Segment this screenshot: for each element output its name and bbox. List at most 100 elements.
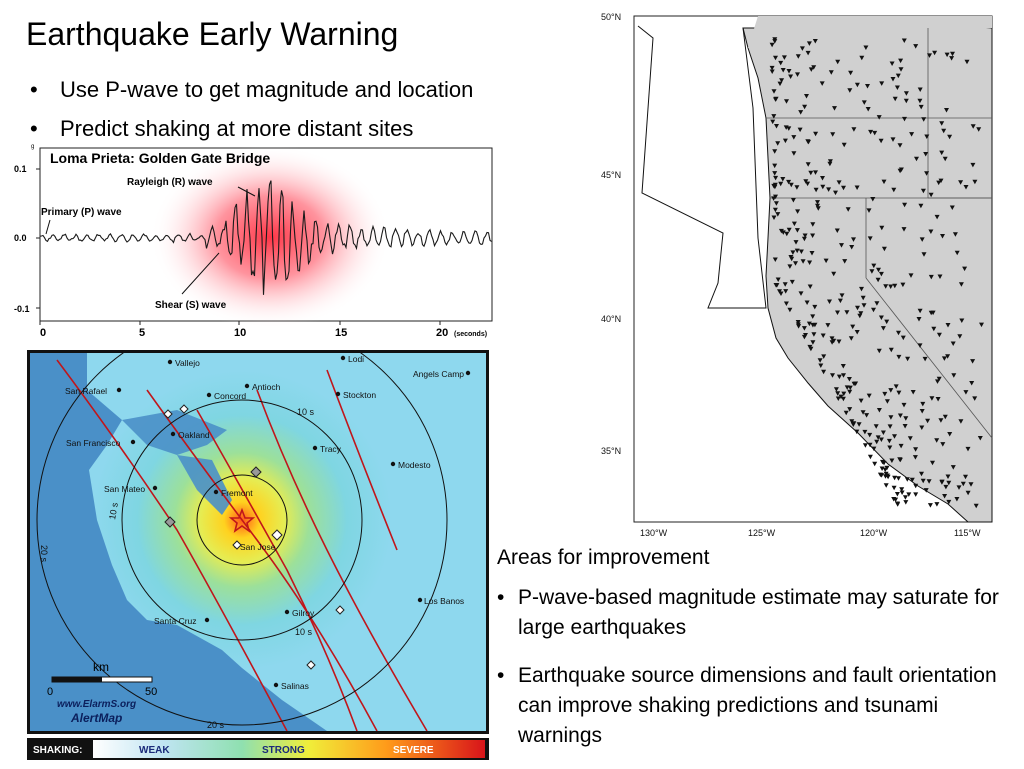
station-triangle-icon — [884, 399, 890, 404]
station-triangle-icon — [782, 138, 788, 144]
station-triangle-icon — [884, 473, 890, 478]
improvement-item: • Earthquake source dimensions and fault … — [497, 664, 997, 747]
station-triangle-icon — [876, 348, 882, 354]
station-triangle-icon — [868, 129, 874, 135]
station-triangle-icon — [899, 487, 905, 492]
y-tick: 0.1 — [14, 164, 27, 174]
station-triangle-icon — [811, 332, 817, 337]
station-triangle-icon — [913, 492, 919, 497]
station-triangle-icon — [940, 234, 945, 239]
city-label: Oakland — [178, 430, 210, 440]
station-triangle-icon — [894, 501, 900, 506]
station-triangle-icon — [867, 442, 873, 448]
station-triangle-icon — [837, 298, 843, 304]
station-triangle-icon — [839, 293, 845, 298]
station-triangle-icon — [893, 497, 899, 503]
city-label: Tracy — [320, 444, 342, 454]
station-triangle-icon — [894, 85, 900, 90]
station-triangle-icon — [828, 70, 834, 75]
station-triangle-icon — [919, 471, 924, 477]
ring-label: 10 s — [297, 407, 315, 417]
station-triangle-icon — [946, 480, 952, 486]
station-triangle-icon — [836, 374, 842, 380]
station-triangle-icon — [854, 330, 860, 335]
station-triangle-icon — [865, 84, 870, 89]
station-triangle-icon — [898, 67, 904, 72]
station-triangle-icon — [808, 170, 814, 176]
station-triangle-icon — [795, 209, 801, 214]
station-triangle-icon — [940, 442, 946, 447]
station-triangle-icon — [858, 398, 864, 404]
station-triangle-icon — [780, 230, 786, 235]
station-triangle-icon — [892, 96, 898, 102]
station-triangle-icon — [963, 185, 969, 190]
station-triangle-icon — [943, 484, 949, 490]
station-triangle-icon — [894, 492, 900, 497]
station-triangle-icon — [833, 387, 839, 392]
station-triangle-icon — [869, 269, 875, 274]
station-triangle-icon — [851, 381, 857, 387]
station-triangle-icon — [927, 53, 932, 58]
station-triangle-icon — [950, 51, 955, 57]
station-triangle-icon — [801, 236, 807, 242]
station-triangle-icon — [801, 326, 807, 331]
station-triangle-icon — [889, 458, 895, 463]
station-triangle-icon — [834, 228, 840, 233]
station-triangle-icon — [979, 322, 984, 328]
station-triangle-icon — [831, 271, 837, 277]
station-triangle-icon — [810, 340, 816, 345]
station-triangle-icon — [902, 116, 907, 122]
station-triangle-icon — [791, 151, 797, 156]
city-label: Gilroy — [292, 608, 315, 618]
station-triangle-icon — [850, 422, 856, 427]
station-triangle-icon — [772, 149, 778, 154]
improvement-text: Earthquake source dimensions and fault o… — [518, 664, 997, 747]
station-triangle-icon — [874, 301, 880, 306]
station-triangle-icon — [848, 70, 854, 76]
station-triangle-icon — [862, 443, 868, 448]
station-triangle-icon — [836, 339, 842, 344]
station-triangle-icon — [820, 184, 826, 190]
station-triangle-icon — [775, 141, 781, 146]
station-triangle-icon — [965, 490, 971, 496]
station-triangle-icon — [912, 455, 918, 460]
station-triangle-icon — [954, 497, 960, 502]
energy-glow — [150, 145, 390, 329]
station-triangle-icon — [905, 356, 911, 362]
station-triangle-icon — [769, 69, 775, 74]
station-triangle-icon — [902, 424, 908, 429]
station-triangle-icon — [913, 483, 919, 489]
shear-arrow — [181, 252, 220, 295]
station-triangle-icon — [882, 391, 888, 397]
shear-label: Shear (S) wave — [155, 300, 227, 311]
station-triangle-icon — [831, 338, 837, 344]
station-triangle-icon — [859, 286, 864, 292]
station-triangle-icon — [862, 429, 868, 435]
station-triangle-icon — [812, 39, 818, 44]
station-triangle-icon — [829, 336, 835, 341]
station-triangle-icon — [887, 424, 893, 429]
station-triangle-icon — [865, 107, 871, 112]
station-triangle-icon — [813, 170, 818, 175]
city-label: Modesto — [398, 460, 431, 470]
city-label: Salinas — [281, 681, 309, 691]
station-triangle-icon — [786, 126, 792, 131]
station-triangle-icon — [790, 198, 796, 203]
station-triangle-icon — [917, 308, 923, 314]
credit-name: AlertMap — [70, 711, 122, 725]
station-triangle-icon — [904, 477, 910, 482]
station-triangle-icon — [842, 259, 848, 264]
station-triangle-icon — [934, 214, 940, 220]
station-triangle-icon — [771, 89, 777, 94]
station-triangle-icon — [881, 179, 887, 185]
station-triangle-icon — [897, 413, 903, 418]
station-triangle-icon — [841, 142, 847, 148]
station-triangle-icon — [937, 274, 943, 279]
ring-label: 10 s — [107, 501, 120, 520]
station-map: 50°N 45°N 40°N 35°N 130°W 125°W 120°W 11… — [598, 8, 1018, 544]
station-triangle-icon — [773, 194, 778, 200]
station-triangle-icon — [848, 336, 854, 341]
station-triangle-icon — [889, 61, 895, 66]
x-unit: (seconds) — [454, 331, 487, 338]
station-triangle-icon — [774, 124, 779, 129]
